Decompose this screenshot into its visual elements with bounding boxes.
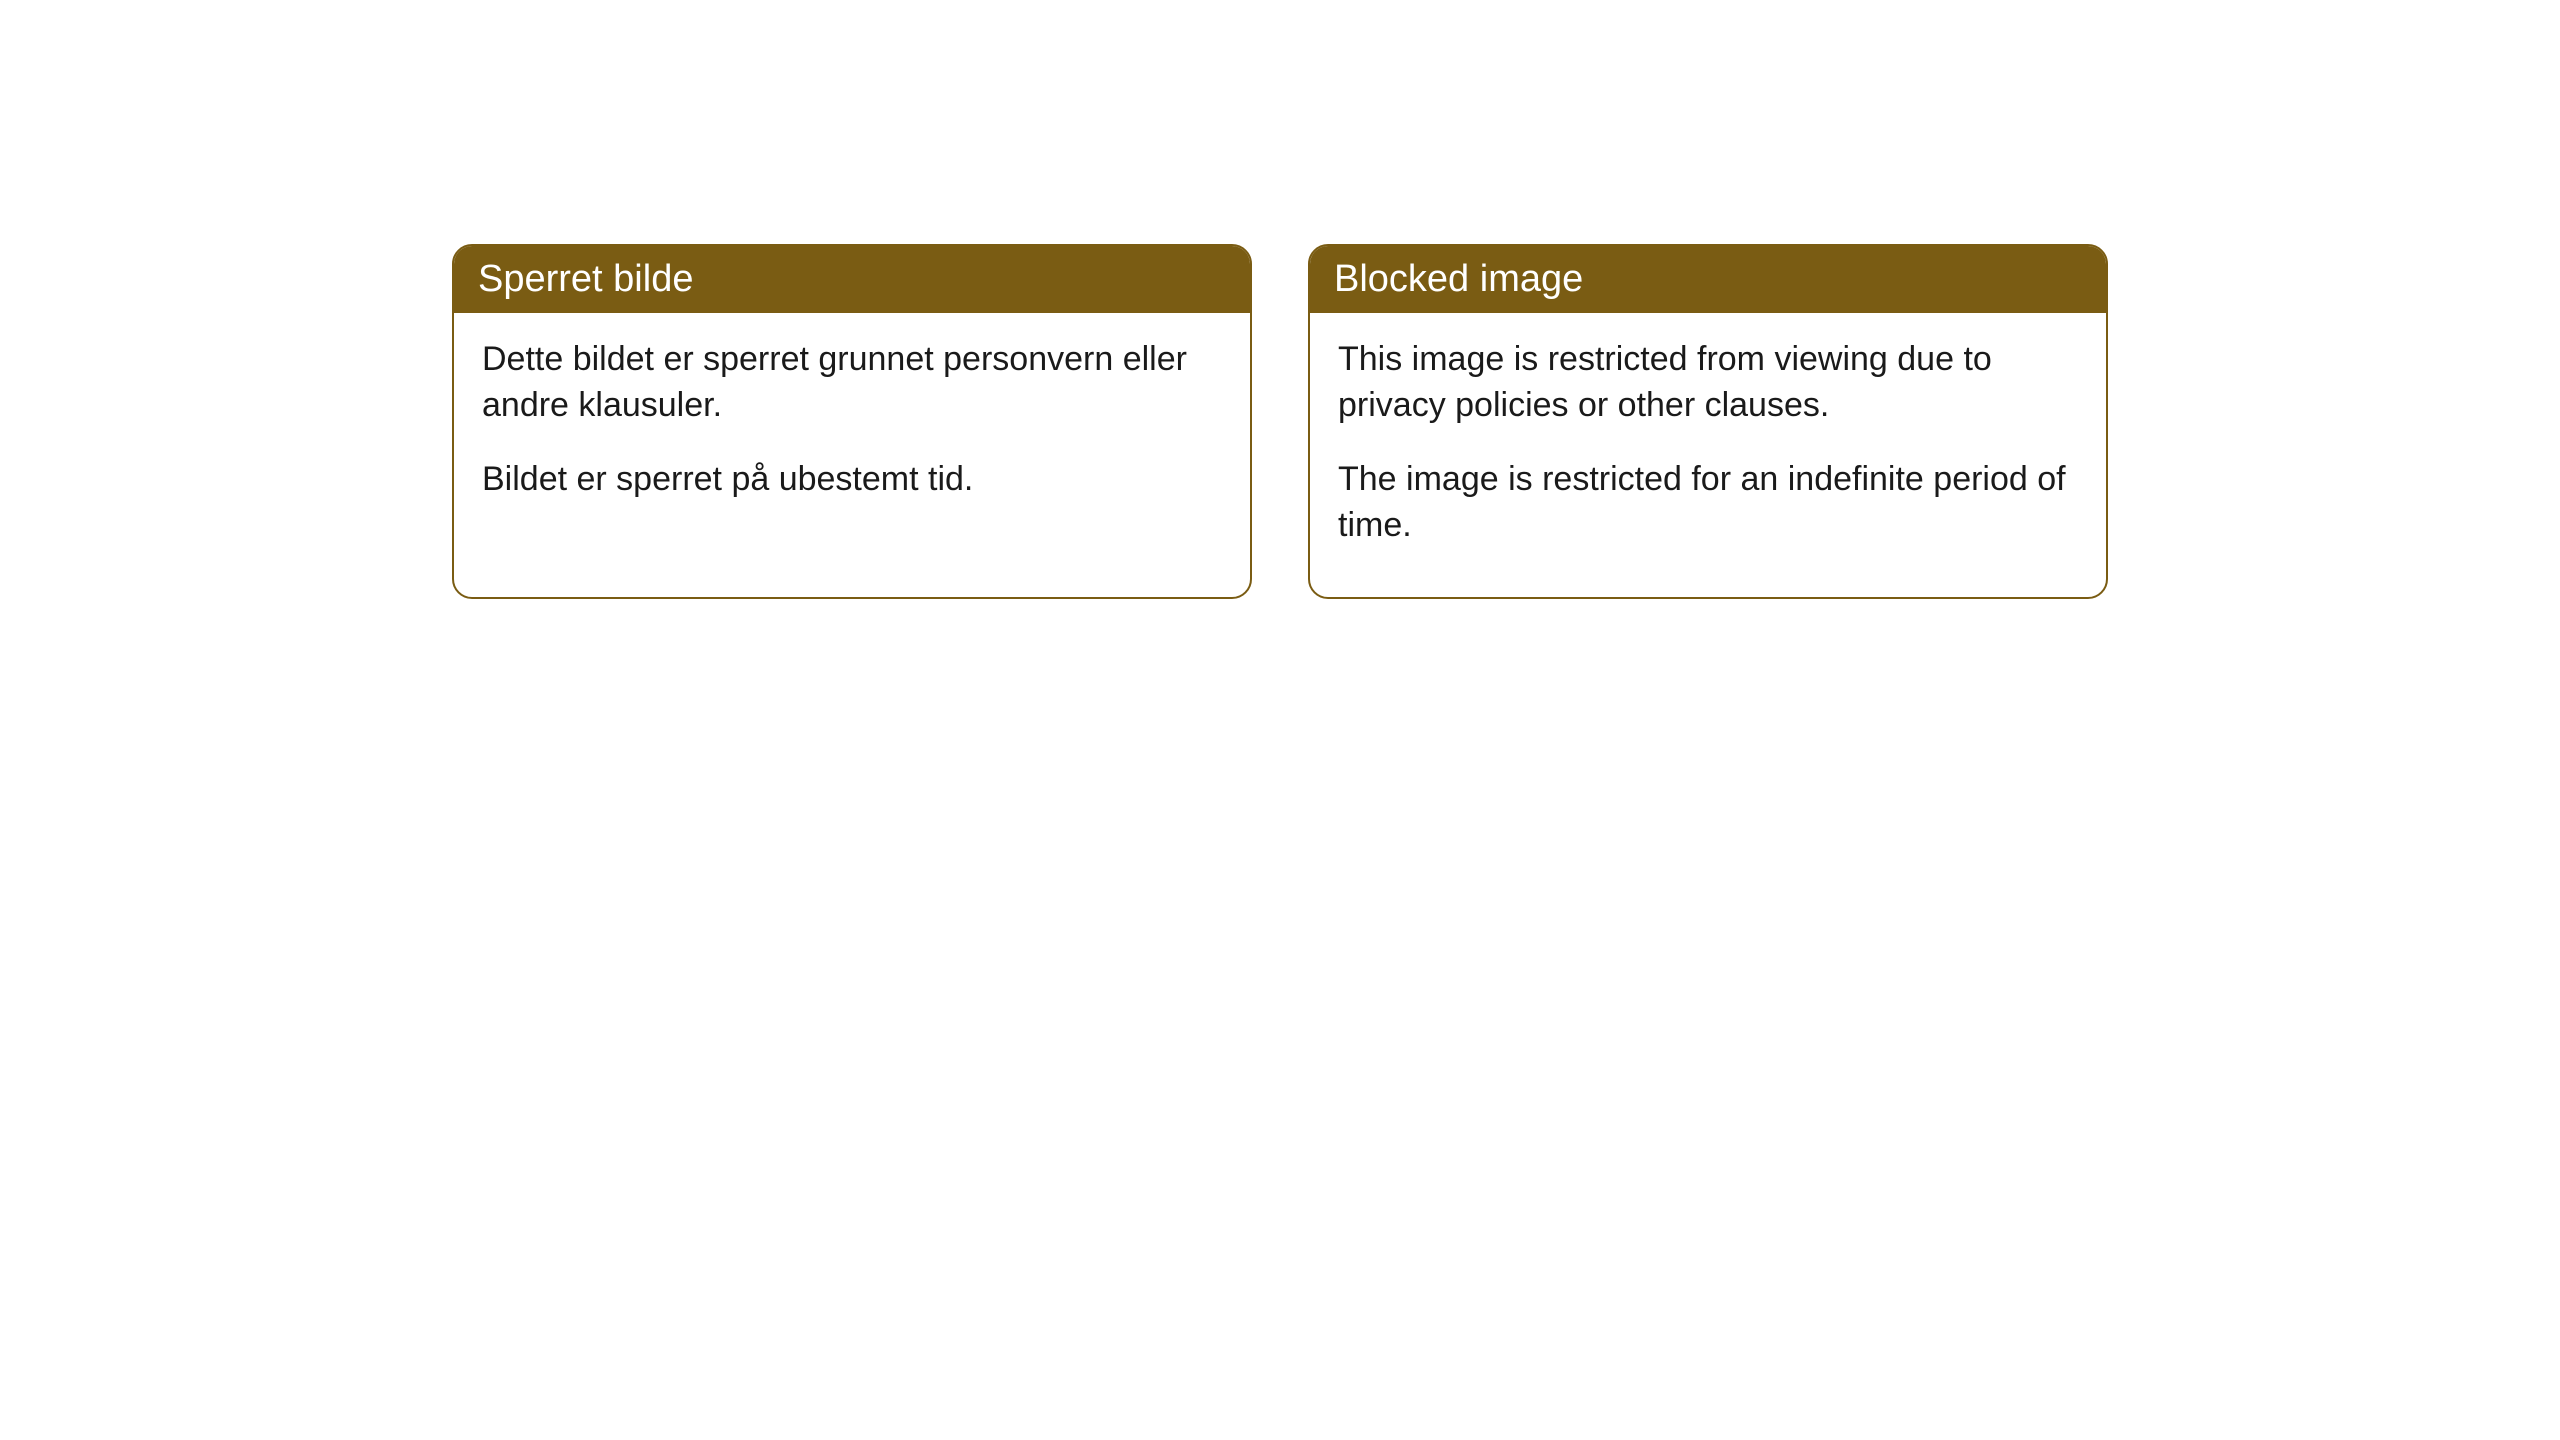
card-body: This image is restricted from viewing du… <box>1310 313 2106 597</box>
card-header: Blocked image <box>1310 246 2106 313</box>
card-body: Dette bildet er sperret grunnet personve… <box>454 313 1250 551</box>
notice-cards-container: Sperret bilde Dette bildet er sperret gr… <box>452 244 2108 599</box>
card-title: Blocked image <box>1334 258 1583 300</box>
blocked-image-card-norwegian: Sperret bilde Dette bildet er sperret gr… <box>452 244 1252 599</box>
blocked-image-card-english: Blocked image This image is restricted f… <box>1308 244 2108 599</box>
card-paragraph: Bildet er sperret på ubestemt tid. <box>482 457 1222 503</box>
card-paragraph: This image is restricted from viewing du… <box>1338 337 2078 429</box>
card-header: Sperret bilde <box>454 246 1250 313</box>
card-paragraph: Dette bildet er sperret grunnet personve… <box>482 337 1222 429</box>
card-title: Sperret bilde <box>478 258 693 300</box>
card-paragraph: The image is restricted for an indefinit… <box>1338 457 2078 549</box>
